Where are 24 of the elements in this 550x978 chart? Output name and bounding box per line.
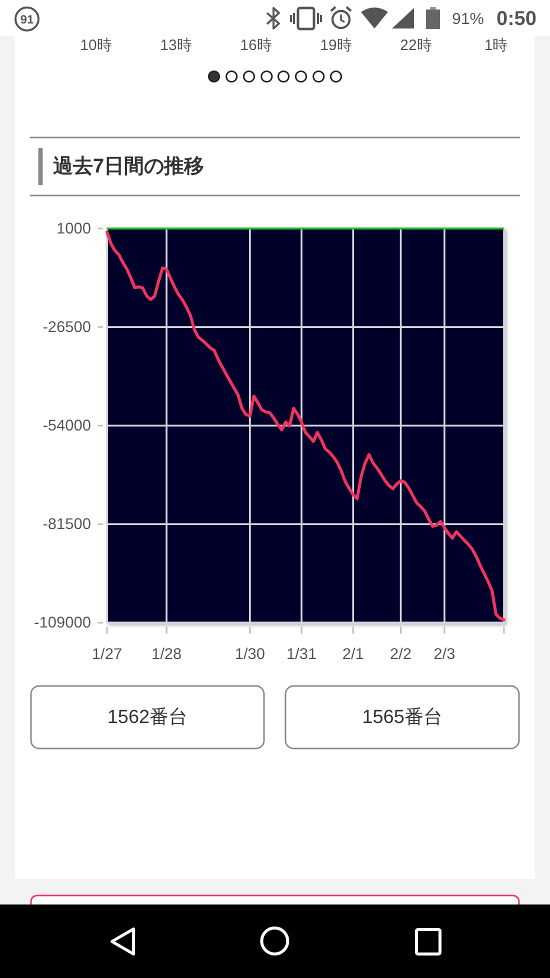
text: 1562番台 — [107, 706, 188, 728]
x-tick-label: 1/27 — [92, 646, 122, 662]
text: 91 — [20, 12, 34, 26]
x-tick-label: 2/1 — [342, 646, 364, 662]
y-tick-label: -26500 — [42, 318, 92, 336]
y-tick-label: -54000 — [42, 417, 92, 434]
text: 16時 — [240, 36, 272, 54]
x-tick-label: 1/28 — [151, 646, 182, 662]
text: 22時 — [400, 36, 432, 54]
text: 19時 — [320, 36, 352, 54]
chart-title: 過去7日間の推移 — [52, 156, 204, 178]
y-tick-label: 1000 — [56, 220, 92, 237]
text: 1565番台 — [362, 706, 442, 728]
y-tick-label: -81500 — [42, 516, 92, 533]
text: 1時 — [484, 36, 508, 54]
text: 13時 — [160, 36, 192, 54]
y-tick-label: -109000 — [34, 614, 92, 632]
x-tick-label: 2/3 — [434, 646, 456, 662]
x-tick-label: 2/2 — [390, 646, 412, 662]
text: 0:50 — [496, 8, 537, 30]
text: 10時 — [80, 36, 112, 54]
x-tick-label: 1/30 — [234, 646, 266, 662]
text: 91% — [452, 10, 484, 28]
x-tick-label: 1/31 — [286, 646, 317, 662]
